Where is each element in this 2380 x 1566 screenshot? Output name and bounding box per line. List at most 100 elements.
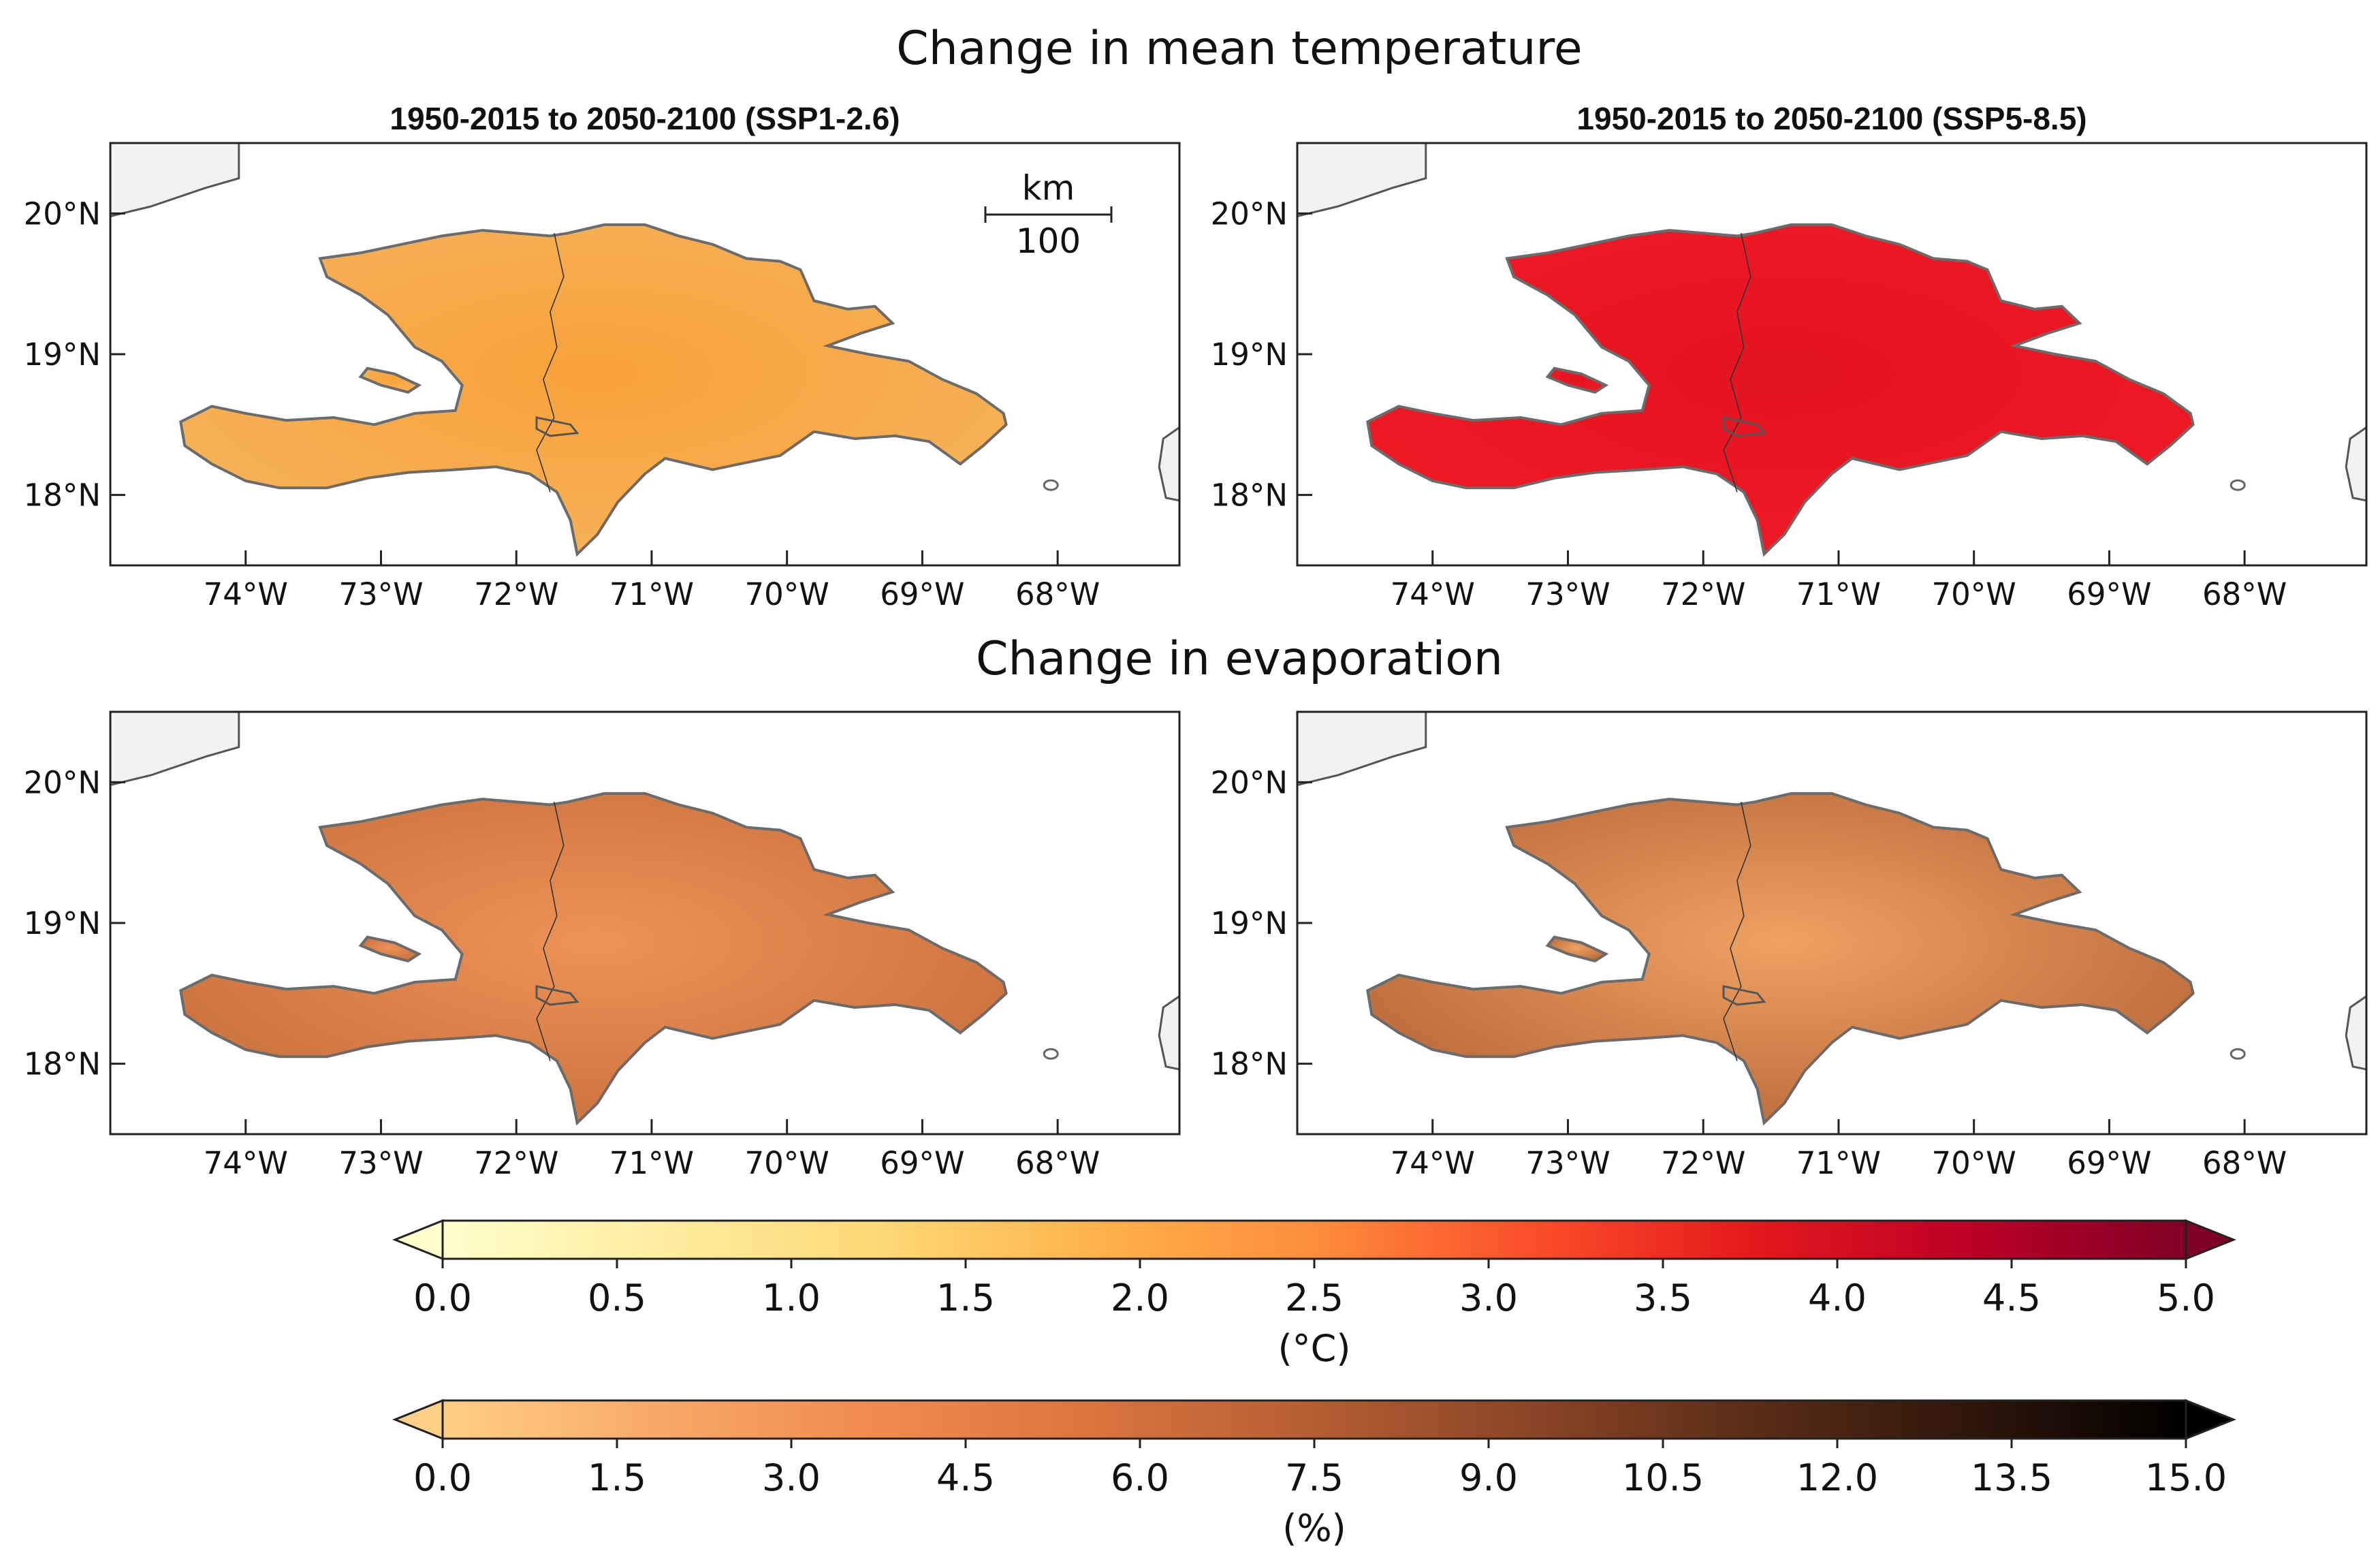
lat-tick-label: 20°N xyxy=(1211,195,1288,232)
lon-tick-label: 74°W xyxy=(204,576,288,612)
lon-tick-label: 73°W xyxy=(1525,576,1610,612)
panel-subtitle-ssp126: 1950-2015 to 2050-2100 (SSP1-2.6) xyxy=(390,101,900,136)
lake-enriquillo xyxy=(535,416,580,437)
colorbar-tick-label: 0.5 xyxy=(588,1277,646,1319)
puerto-rico-landmass xyxy=(2345,995,2366,1071)
colorbar-unit-label: (°C) xyxy=(1278,1327,1351,1370)
lon-tick-label: 74°W xyxy=(204,1145,288,1181)
map-panel-evap-ssp585: 74°W 73°W 72°W 71°W 70°W 69°W 68°W 20°N 19°N 18°N xyxy=(1211,710,2368,1181)
lon-tick-label: 74°W xyxy=(1391,576,1475,612)
lat-tick-label: 19°N xyxy=(24,905,101,941)
lon-tick-label: 73°W xyxy=(1525,1145,1610,1181)
puerto-rico-landmass xyxy=(2345,426,2366,502)
map-panel-temp-ssp126: 74°W 73°W 72°W 71°W 70°W 69°W 68°W 20°N 19°N 18°N… xyxy=(24,142,1181,612)
lon-tick-label: 69°W xyxy=(2067,1145,2151,1181)
colorbar-tick-label: 3.5 xyxy=(1634,1277,1692,1319)
colorbar-extend-high xyxy=(2185,1219,2237,1261)
lat-tick-label: 18°N xyxy=(1211,1046,1288,1082)
map-panel-evap-ssp126: 74°W 73°W 72°W 71°W 70°W 69°W 68°W 20°N 19°N 18°N xyxy=(24,710,1181,1181)
lat-tick-label: 20°N xyxy=(1211,764,1288,800)
lat-tick-label: 19°N xyxy=(1211,905,1288,941)
colorbar-tick-label: 13.5 xyxy=(1971,1456,2052,1499)
scale-bar-unit: km xyxy=(1022,168,1075,208)
lon-tick-label: 68°W xyxy=(1015,1145,1100,1181)
lon-tick-label: 72°W xyxy=(1661,576,1745,612)
colorbar-bar xyxy=(441,1399,2187,1440)
country-border xyxy=(1723,233,1751,492)
hispaniola-shape xyxy=(1366,792,2195,1126)
lat-tick-label: 18°N xyxy=(24,477,101,514)
lon-tick-label: 69°W xyxy=(880,1145,964,1181)
lon-tick-label: 72°W xyxy=(1661,1145,1745,1181)
islet-marker xyxy=(1043,479,1059,491)
lon-tick-label: 73°W xyxy=(338,1145,423,1181)
gonave-island xyxy=(1545,935,1609,962)
lon-tick-label: 70°W xyxy=(745,576,829,612)
lon-tick-label: 71°W xyxy=(1796,1145,1881,1181)
colorbar-tick-label: 2.0 xyxy=(1111,1277,1169,1319)
lake-enriquillo xyxy=(535,985,580,1006)
colorbar-tick-label: 4.5 xyxy=(936,1456,995,1499)
islet-marker xyxy=(2230,1048,2246,1060)
colorbar-tick-label: 3.0 xyxy=(1459,1277,1518,1319)
colorbar-tick-label: 5.0 xyxy=(2157,1277,2215,1319)
lon-tick-label: 71°W xyxy=(1796,576,1881,612)
colorbar-tick-label: 9.0 xyxy=(1459,1456,1518,1499)
puerto-rico-landmass xyxy=(1158,426,1179,502)
colorbar-tick-label: 4.5 xyxy=(1982,1277,2041,1319)
hispaniola-shape xyxy=(1366,223,2195,557)
colorbar-tick-label: 4.0 xyxy=(1808,1277,1867,1319)
colorbar-temperature: 0.0 0.5 1.0 1.5 2.0 2.5 3.0 3.5 4.0 4.5 5.0 (°C) xyxy=(392,1219,2237,1370)
lon-tick-label: 70°W xyxy=(745,1145,829,1181)
temperature-row-title: Change in mean temperature xyxy=(896,22,1582,76)
lat-tick-label: 20°N xyxy=(24,195,101,232)
cuba-landmass xyxy=(110,143,240,218)
country-border xyxy=(536,802,565,1061)
lon-tick-label: 68°W xyxy=(1015,576,1100,612)
gonave-island xyxy=(358,366,422,394)
lat-tick-label: 19°N xyxy=(24,336,101,373)
lon-tick-label: 73°W xyxy=(338,576,423,612)
colorbar-tick-label: 3.0 xyxy=(762,1456,821,1499)
cuba-landmass xyxy=(110,712,240,787)
panel-subtitle-ssp585: 1950-2015 to 2050-2100 (SSP5-8.5) xyxy=(1576,101,2087,136)
colorbar-extend-low xyxy=(392,1219,444,1261)
lon-tick-label: 72°W xyxy=(474,1145,558,1181)
colorbar-tick-label: 0.0 xyxy=(413,1277,472,1319)
cuba-landmass xyxy=(1297,712,1427,787)
colorbar-unit-label: (%) xyxy=(1282,1507,1346,1550)
lake-enriquillo xyxy=(1722,416,1766,437)
islet-marker xyxy=(1043,1048,1059,1060)
lon-tick-label: 71°W xyxy=(609,576,694,612)
lon-tick-label: 70°W xyxy=(1932,576,2016,612)
colorbar-evaporation: 0.0 1.5 3.0 4.5 6.0 7.5 9.0 10.5 12.0 13.5 15.0 (%) xyxy=(392,1398,2237,1550)
cuba-landmass xyxy=(1297,143,1427,218)
country-border xyxy=(536,233,565,492)
lon-tick-label: 69°W xyxy=(880,576,964,612)
lat-tick-label: 18°N xyxy=(24,1046,101,1082)
colorbar-tick-label: 2.5 xyxy=(1285,1277,1344,1319)
map-panel-temp-ssp585: 74°W 73°W 72°W 71°W 70°W 69°W 68°W 20°N 19°N 18°N xyxy=(1211,142,2368,612)
lon-tick-label: 74°W xyxy=(1391,1145,1475,1181)
hispaniola-shape xyxy=(179,792,1008,1126)
lat-tick-label: 19°N xyxy=(1211,336,1288,373)
lon-tick-label: 71°W xyxy=(609,1145,694,1181)
colorbar-tick-label: 6.0 xyxy=(1111,1456,1169,1499)
scale-bar: km 100 xyxy=(984,168,1113,261)
colorbar-tick-label: 15.0 xyxy=(2145,1456,2227,1499)
country-border xyxy=(1723,802,1751,1061)
hispaniola-shape xyxy=(179,223,1008,557)
puerto-rico-landmass xyxy=(1158,995,1179,1071)
colorbar-tick-label: 1.5 xyxy=(936,1277,995,1319)
lon-tick-label: 70°W xyxy=(1932,1145,2016,1181)
lon-tick-label: 69°W xyxy=(2067,576,2151,612)
evaporation-row-title: Change in evaporation xyxy=(976,632,1503,686)
lon-tick-label: 68°W xyxy=(2202,576,2287,612)
colorbar-tick-label: 7.5 xyxy=(1285,1456,1344,1499)
colorbar-tick-label: 1.5 xyxy=(588,1456,646,1499)
islet-marker xyxy=(2230,479,2246,491)
colorbar-bar xyxy=(441,1219,2187,1260)
gonave-island xyxy=(358,935,422,962)
colorbar-tick-label: 10.5 xyxy=(1622,1456,1704,1499)
